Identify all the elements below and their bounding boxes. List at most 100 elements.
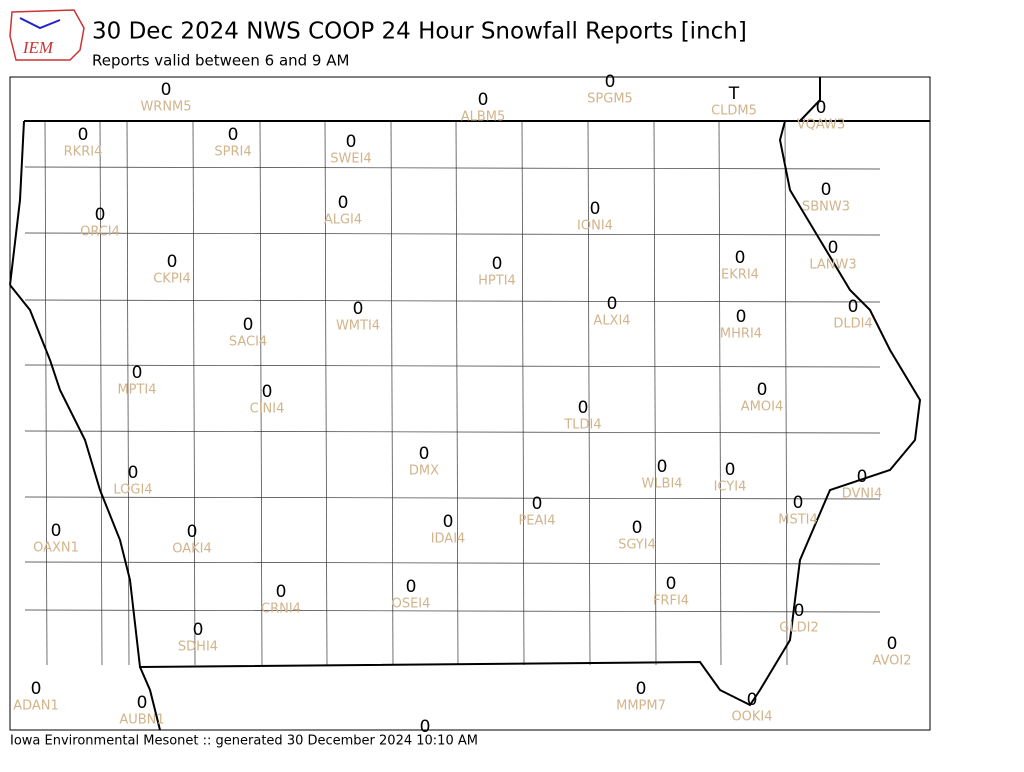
station-value: 0	[353, 299, 364, 319]
county-line	[455, 120, 459, 666]
station-id: SBNW3	[802, 200, 850, 215]
county-line	[324, 120, 328, 666]
station-value: 0	[828, 238, 839, 258]
station-value: 0	[636, 679, 647, 699]
station-value: 0	[137, 693, 148, 713]
station-id: WRNM5	[140, 100, 191, 115]
station-value: 0	[51, 521, 62, 541]
station-id: SPRI4	[214, 145, 251, 160]
station-id: DLDI4	[833, 317, 872, 332]
station-value: 0	[607, 294, 618, 314]
station-value: 0	[735, 248, 746, 268]
station-id: MPTI4	[117, 383, 156, 398]
map-frame	[9, 76, 931, 731]
logo-text: IEM	[22, 38, 54, 57]
station-id: TLDI4	[563, 418, 601, 433]
station-value: 0	[794, 601, 805, 621]
station-value: 0	[793, 493, 804, 513]
station-id: CRNI4	[261, 602, 301, 617]
station-id: OAXN1	[33, 541, 79, 556]
logo-icon	[19, 17, 61, 30]
station-value: 0	[492, 254, 503, 274]
station-value: 0	[605, 72, 616, 92]
station-value: 0	[532, 494, 543, 514]
station-id: CKPI4	[153, 272, 191, 287]
station-id: AVOI2	[872, 654, 911, 669]
state-borders	[9, 77, 930, 731]
station-id: VQAW3	[797, 118, 845, 133]
station-id: RKRI4	[64, 145, 103, 160]
station-id: AUBN1	[119, 713, 164, 728]
station-id: WMTI4	[336, 319, 380, 334]
station-id: SWEI4	[330, 152, 371, 167]
station-id: ALBM5	[461, 110, 506, 125]
county-line	[24, 430, 881, 434]
station-value: 0	[346, 132, 357, 152]
station-value: 0	[161, 80, 172, 100]
station-value: 0	[338, 193, 349, 213]
county-line	[784, 120, 788, 666]
station-id: ADAN1	[13, 699, 59, 714]
station-id: ORCI4	[80, 225, 120, 240]
station-value: 0	[757, 380, 768, 400]
county-line	[587, 120, 591, 666]
station-value: 0	[848, 297, 859, 317]
station-value: 0	[857, 467, 868, 487]
station-value: 0	[747, 690, 758, 710]
station-value: 0	[406, 577, 417, 597]
station-value: 0	[578, 398, 589, 418]
county-line	[24, 609, 881, 613]
county-line	[192, 120, 196, 666]
station-value: 0	[632, 518, 643, 538]
station-id: CLDM5	[711, 104, 757, 119]
station-value: 0	[887, 634, 898, 654]
station-id: DMX	[409, 464, 439, 479]
station-id: OSEI4	[392, 597, 431, 612]
station-value: 0	[95, 205, 106, 225]
station-value: 0	[193, 620, 204, 640]
station-value: T	[728, 84, 740, 104]
county-line	[24, 166, 881, 170]
station-value: 0	[725, 460, 736, 480]
title: 30 Dec 2024 NWS COOP 24 Hour Snowfall Re…	[92, 19, 747, 45]
county-line	[390, 120, 394, 666]
county-line	[653, 120, 657, 666]
station-id: WLBI4	[641, 477, 682, 492]
station-id: OOKI4	[731, 710, 772, 725]
county-line	[521, 120, 525, 666]
county-line	[718, 120, 722, 666]
station-id: ALXI4	[593, 314, 630, 329]
station-value: 0	[243, 315, 254, 335]
county-line	[24, 364, 881, 368]
station-value: 0	[419, 444, 430, 464]
county-lines	[24, 120, 881, 666]
station-id: FRFI4	[653, 594, 689, 609]
station-id: MSTI4	[778, 513, 818, 528]
station-value: 0	[590, 199, 601, 219]
station-id: ICYI4	[714, 480, 747, 495]
subtitle: Reports valid between 6 and 9 AM	[92, 52, 349, 70]
station-value: 0	[736, 307, 747, 327]
footer: Iowa Environmental Mesonet :: generated …	[10, 734, 478, 749]
county-line	[44, 120, 48, 666]
station-value: 0	[132, 363, 143, 383]
station-id: SGYI4	[618, 538, 656, 553]
station-value: 0	[276, 582, 287, 602]
station-id: AMOI4	[741, 400, 783, 415]
station-id: PEAI4	[518, 514, 555, 529]
map	[9, 76, 931, 731]
county-line	[24, 496, 881, 500]
county-line	[24, 299, 881, 303]
station-value: 0	[262, 382, 273, 402]
station-value: 0	[666, 574, 677, 594]
station-id: SPGM5	[587, 92, 633, 107]
county-line	[259, 120, 263, 666]
county-line	[99, 120, 103, 666]
station-value: 0	[478, 90, 489, 110]
station-value: 0	[228, 125, 239, 145]
station-id: MHRI4	[720, 327, 762, 342]
station-value: 0	[167, 252, 178, 272]
station-value: 0	[128, 463, 139, 483]
